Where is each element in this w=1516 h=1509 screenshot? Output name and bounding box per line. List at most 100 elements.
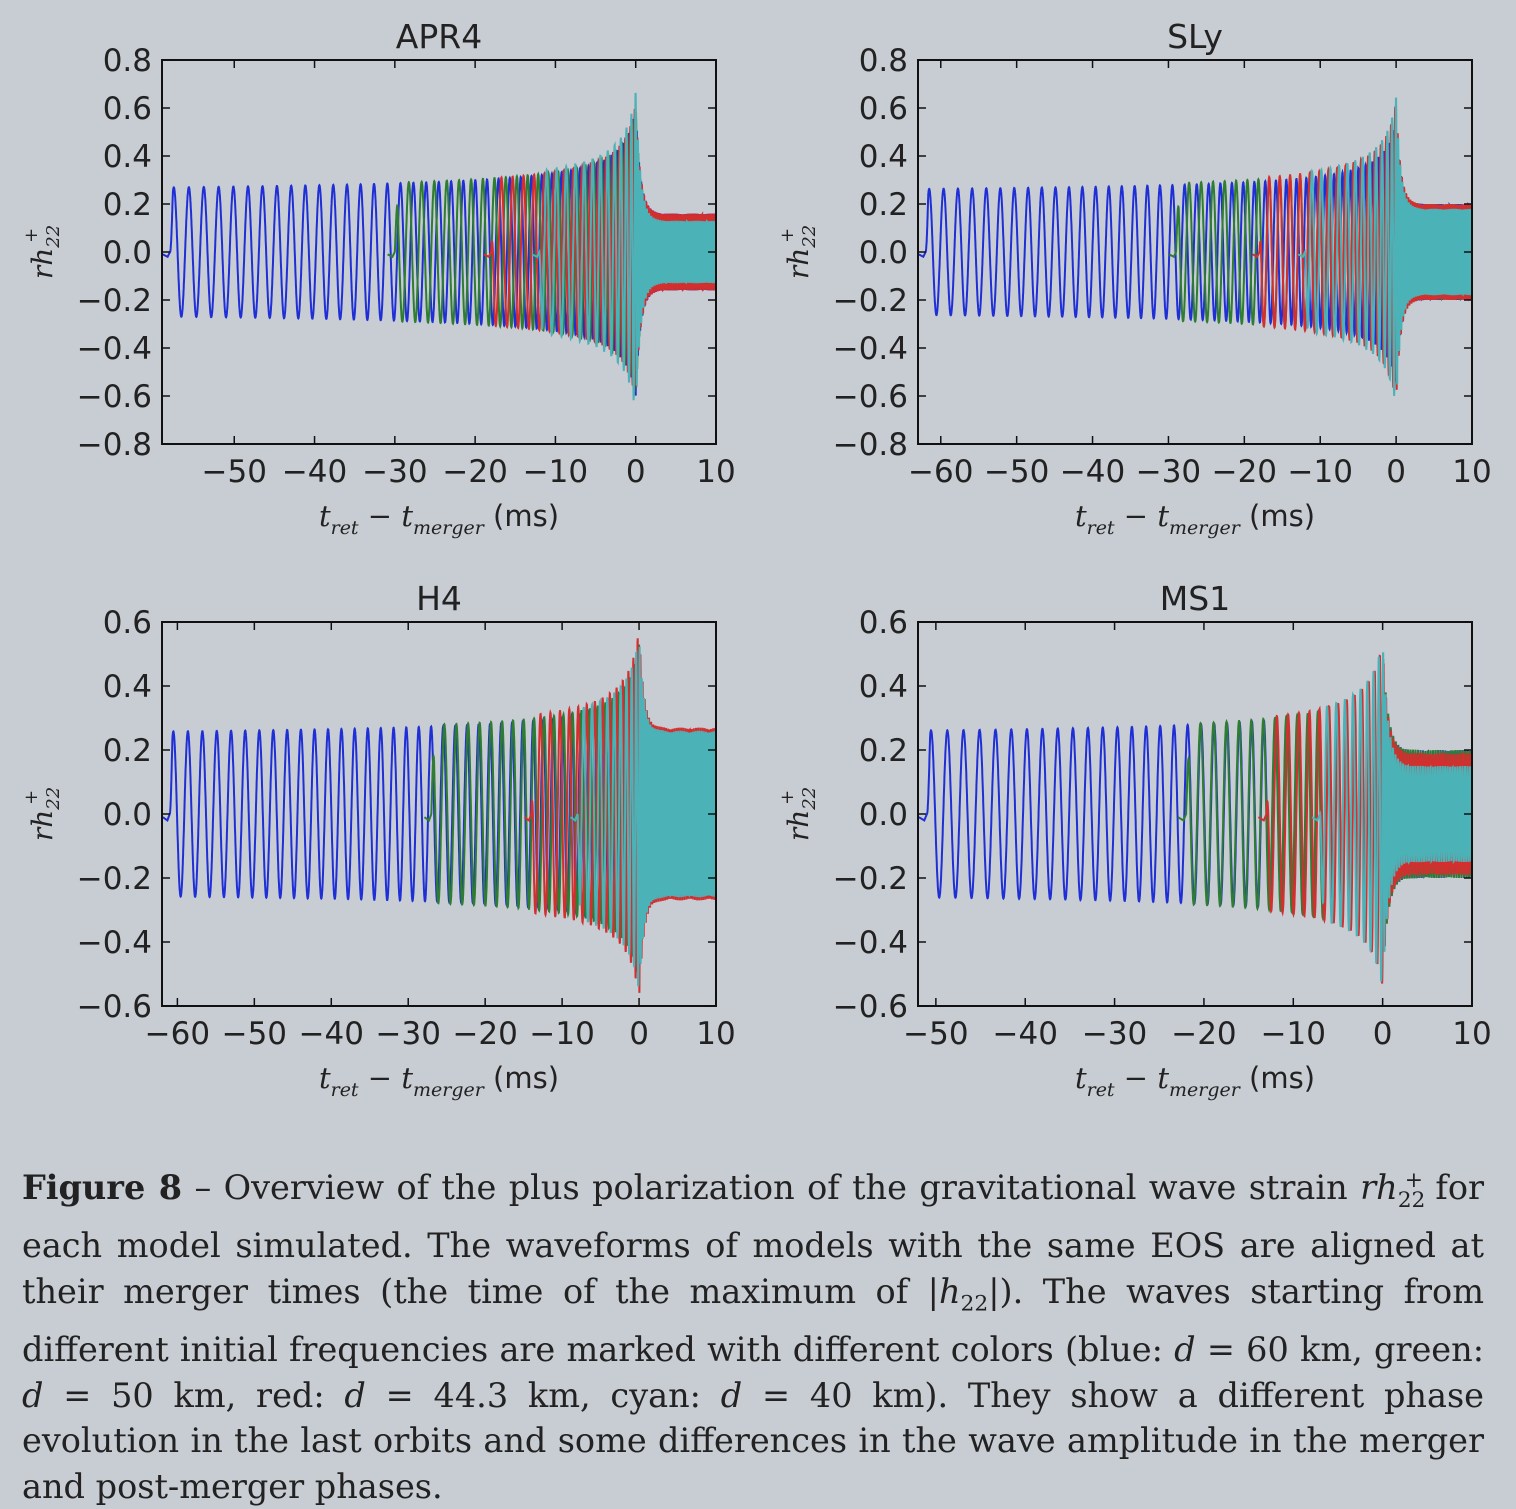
y-axis-label-main: rh <box>782 810 815 841</box>
y-tick-label: 0.4 <box>859 139 908 175</box>
x-axis-label: tret − tmerger (ms) <box>319 1061 559 1101</box>
y-tick-label: −0.2 <box>77 283 152 319</box>
caption-math-h: h <box>938 1271 961 1311</box>
y-axis-label-sub: 22 <box>43 787 64 811</box>
x-axis-label-part: (ms) <box>1240 1061 1315 1095</box>
y-tick-label: 0.0 <box>859 235 908 271</box>
y-axis-label-main: rh <box>782 248 815 279</box>
x-tick-label: 10 <box>1452 1016 1491 1052</box>
x-axis-label: tret − tmerger (ms) <box>319 499 559 539</box>
y-axis-label: rh22+ <box>21 225 64 279</box>
y-tick-label: −0.6 <box>833 989 908 1025</box>
y-tick-label: 0.4 <box>103 669 152 705</box>
x-tick-label: −40 <box>299 1016 364 1052</box>
x-axis-label-part: − <box>1115 1061 1158 1095</box>
x-axis-label-part: merger <box>1169 1079 1242 1101</box>
y-tick-label: −0.4 <box>77 331 152 367</box>
y-axis-label-sup: + <box>21 790 42 805</box>
caption-math-rh: rh <box>1360 1168 1398 1208</box>
y-axis-label: rh22+ <box>777 225 820 279</box>
y-tick-label: −0.6 <box>77 989 152 1025</box>
y-tick-label: −0.4 <box>833 331 908 367</box>
caption-part-5: = 50 km, red: <box>43 1375 345 1415</box>
x-tick-label: 0 <box>629 1016 649 1052</box>
x-axis-label-part: ret <box>331 517 359 539</box>
caption-math-sub: 22 <box>1397 1187 1426 1213</box>
x-tick-label: −30 <box>362 454 427 490</box>
chart-panel-ms1: −0.6−0.4−0.20.00.20.40.6−50 −40 −30 −20 −10 0… <box>777 579 1492 1101</box>
y-axis-label-sup: + <box>777 228 798 243</box>
chart-panel-h4: −0.6−0.4−0.20.00.20.40.6−60 −50 −40 −30 −20−… <box>21 579 736 1101</box>
y-tick-label: 0.0 <box>103 235 152 271</box>
figure-label: Figure 8 <box>22 1168 183 1208</box>
series-group <box>162 92 716 401</box>
x-tick-label: −10 <box>1261 1016 1326 1052</box>
y-tick-label: 0.2 <box>859 187 908 223</box>
x-axis-label: tret − tmerger (ms) <box>1075 1061 1315 1101</box>
caption-math-sup: + <box>1404 1168 1423 1193</box>
y-tick-label: 0.4 <box>103 139 152 175</box>
x-tick-label: −50 <box>984 454 1049 490</box>
y-tick-label: 0.0 <box>859 797 908 833</box>
x-axis-label-part: − <box>1115 499 1158 533</box>
x-tick-label: −60 <box>908 454 973 490</box>
y-axis-label-sub: 22 <box>799 787 820 811</box>
y-axis-label: rh22+ <box>777 787 820 841</box>
y-tick-label: 0.8 <box>103 43 152 79</box>
figure-caption: Figure 8 – Overview of the plus polariza… <box>22 1158 1484 1509</box>
y-tick-label: −0.4 <box>77 925 152 961</box>
x-axis-label-part: ret <box>1087 1079 1115 1101</box>
chart-title: APR4 <box>396 17 482 56</box>
x-tick-label: −10 <box>1288 454 1353 490</box>
y-tick-label: −0.4 <box>833 925 908 961</box>
caption-part-1: Overview of the plus polarization of the… <box>223 1168 1361 1208</box>
x-axis-label-part: merger <box>413 517 486 539</box>
chart-title: H4 <box>416 579 462 618</box>
x-axis-label-part: t <box>1157 1061 1169 1095</box>
y-tick-label: −0.2 <box>833 861 908 897</box>
x-tick-label: −20 <box>452 1016 517 1052</box>
x-axis-label-part: ret <box>1087 517 1115 539</box>
series-line-cyan <box>570 646 716 987</box>
y-axis-label-main: rh <box>26 810 59 841</box>
chart-panel-sly: −0.8 −0.6 −0.4 −0.2 0.0 0.2 0.4 0.6 0.8 −60 −50 −40… <box>777 17 1492 539</box>
x-axis-label-part: t <box>1075 1061 1087 1095</box>
series-group <box>918 652 1472 984</box>
x-axis-label-part: − <box>359 1061 402 1095</box>
x-axis-label-part: t <box>401 1061 413 1095</box>
x-tick-label: −30 <box>1082 1016 1147 1052</box>
x-tick-label: −40 <box>282 454 347 490</box>
x-tick-label: −10 <box>529 1016 594 1052</box>
x-tick-label: −30 <box>1136 454 1201 490</box>
x-axis-label-part: t <box>1075 499 1087 533</box>
series-line-cyan <box>1297 97 1472 396</box>
x-tick-label: −40 <box>993 1016 1058 1052</box>
x-tick-label: −50 <box>222 1016 287 1052</box>
x-axis-label-part: t <box>401 499 413 533</box>
x-axis-label-part: t <box>319 499 331 533</box>
y-tick-label: −0.8 <box>77 427 152 463</box>
y-axis-label-sup: + <box>21 228 42 243</box>
x-axis-label-part: (ms) <box>484 499 559 533</box>
y-tick-label: −0.6 <box>833 379 908 415</box>
chart-title: MS1 <box>1160 579 1230 618</box>
y-tick-label: 0.6 <box>859 605 908 641</box>
y-tick-label: 0.2 <box>859 733 908 769</box>
y-tick-label: −0.8 <box>833 427 908 463</box>
y-tick-label: 0.4 <box>859 669 908 705</box>
caption-part-4: = 60 km, green: <box>1195 1330 1484 1370</box>
y-axis-label-sub: 22 <box>799 225 820 249</box>
series-line-blue <box>918 129 1472 382</box>
x-tick-label: −50 <box>903 1016 968 1052</box>
x-tick-label: −50 <box>202 454 267 490</box>
caption-dash: – <box>182 1168 224 1208</box>
caption-d-3: d <box>344 1375 366 1415</box>
chart-panel-apr4: −0.8 −0.6 −0.4 −0.2 0.0 0.2 0.4 0.6 0.8 −50 −40 −30… <box>21 17 736 539</box>
caption-d-1: d <box>1174 1330 1196 1370</box>
caption-d-4: d <box>720 1375 743 1415</box>
x-tick-label: −10 <box>523 454 588 490</box>
y-tick-label: −0.6 <box>77 379 152 415</box>
x-axis-label-part: merger <box>1169 517 1242 539</box>
x-tick-label: 10 <box>696 454 735 490</box>
x-axis-label-part: (ms) <box>484 1061 559 1095</box>
